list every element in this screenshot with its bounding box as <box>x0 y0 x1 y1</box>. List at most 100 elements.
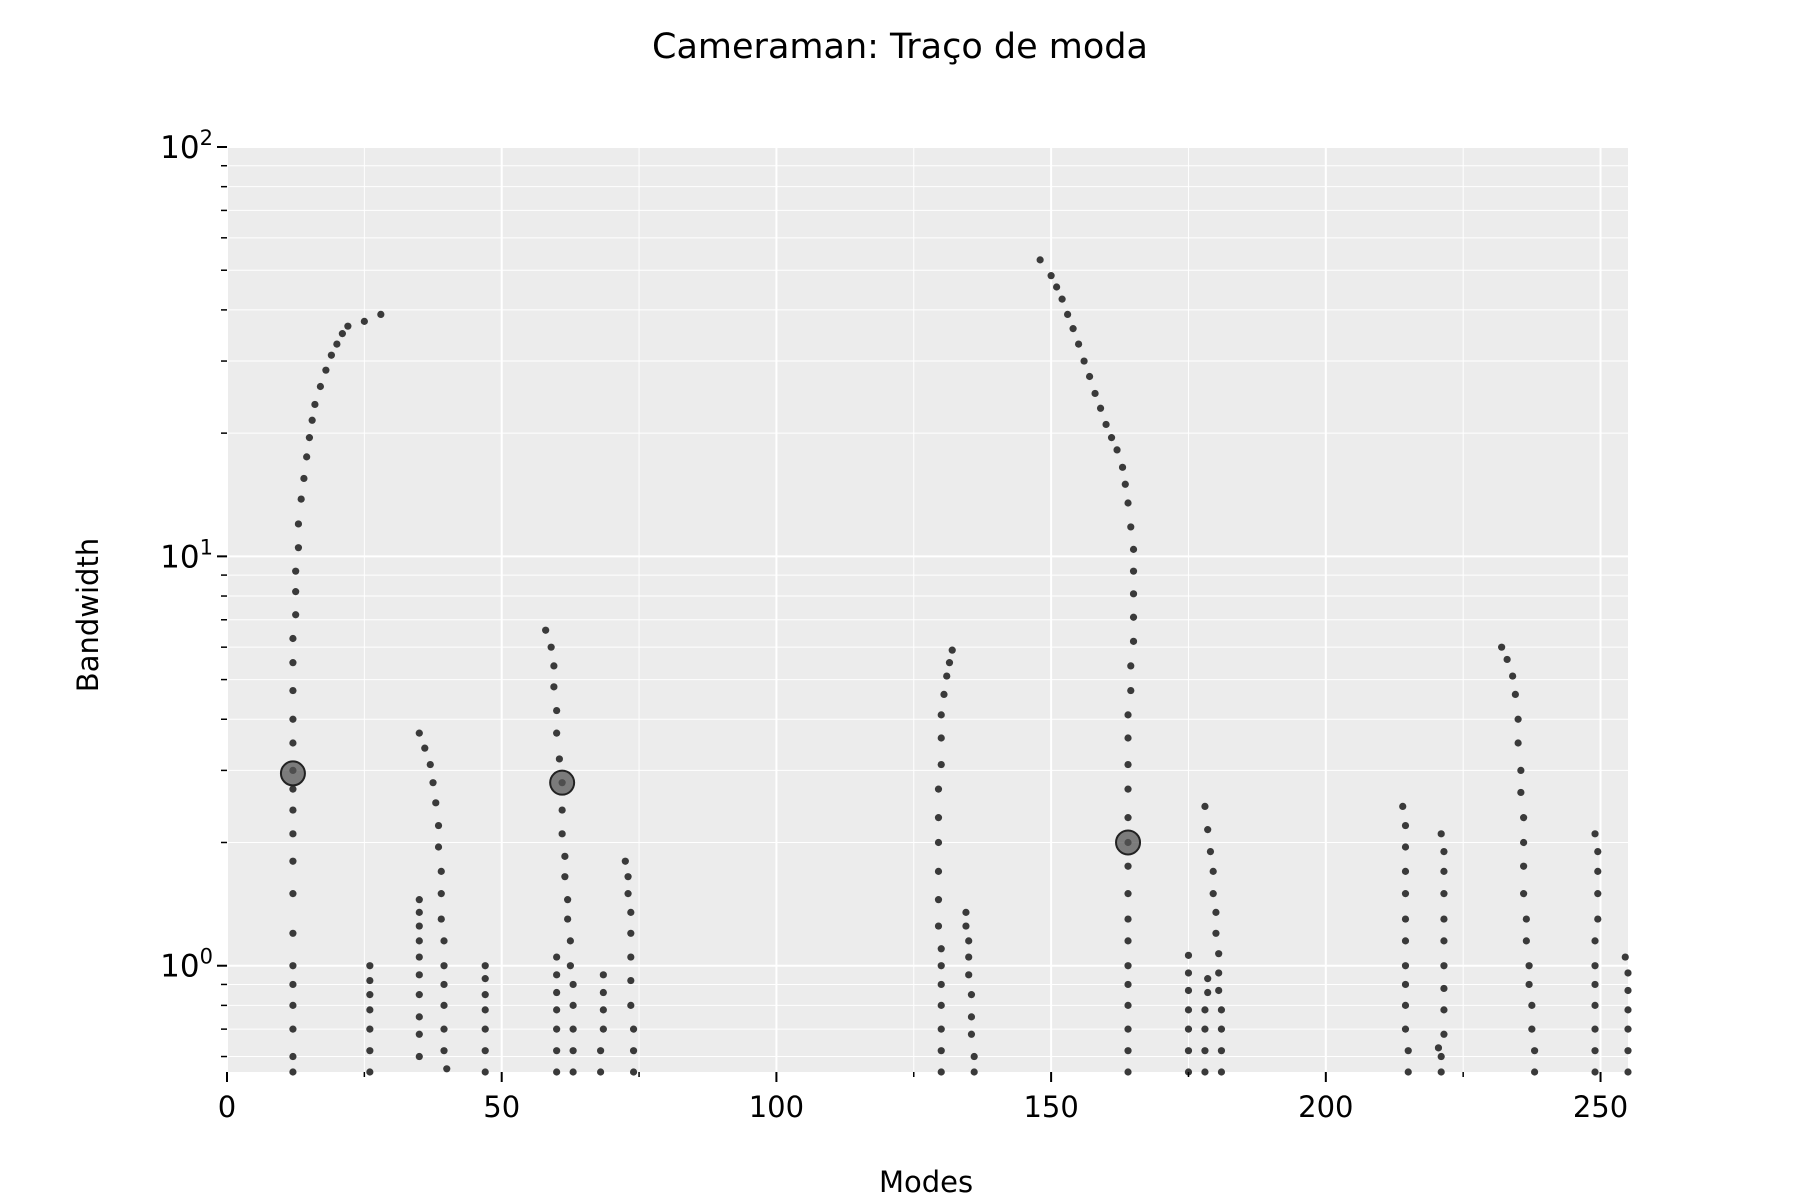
data-point <box>1531 1068 1539 1076</box>
data-point <box>962 908 970 916</box>
data-point <box>561 852 569 860</box>
data-point <box>1047 272 1055 280</box>
data-point <box>294 520 303 528</box>
data-point <box>1124 1001 1132 1009</box>
data-point <box>440 1025 448 1033</box>
data-point <box>1184 951 1193 959</box>
data-point <box>377 310 385 319</box>
data-point <box>970 1052 978 1061</box>
data-point <box>415 971 423 979</box>
data-point <box>366 976 374 985</box>
data-point <box>415 922 423 930</box>
data-point <box>1528 1001 1536 1009</box>
data-point <box>1520 862 1528 870</box>
mode-highlight-marker <box>279 760 306 787</box>
mode-highlight-marker <box>549 769 576 796</box>
data-point <box>1127 686 1135 695</box>
axes: 0 50 100 150 200 250 100 101 102 <box>160 126 1628 1124</box>
data-point <box>366 991 374 999</box>
data-point <box>597 1047 605 1055</box>
data-point <box>1531 1047 1539 1055</box>
data-point <box>292 588 300 596</box>
data-point <box>1591 962 1599 970</box>
data-point <box>1118 463 1127 471</box>
data-point <box>1440 890 1448 898</box>
data-point <box>1440 915 1448 923</box>
data-point <box>627 908 635 916</box>
data-point <box>1404 1068 1412 1076</box>
data-point <box>481 991 489 999</box>
data-point <box>970 1068 978 1076</box>
data-point <box>1127 523 1135 531</box>
data-point <box>415 953 423 961</box>
data-point <box>1591 1047 1599 1055</box>
data-point <box>292 567 300 575</box>
data-point <box>629 1047 638 1055</box>
data-point <box>289 659 297 667</box>
x-tick-label: 100 <box>749 1090 804 1124</box>
data-point <box>1201 1047 1209 1055</box>
data-point <box>1440 962 1448 970</box>
plot-background <box>227 147 1628 1072</box>
data-point <box>1129 590 1138 598</box>
data-point <box>1440 867 1448 875</box>
data-point <box>629 1068 638 1076</box>
data-point <box>1085 372 1094 381</box>
data-point <box>1124 760 1132 769</box>
data-point <box>1401 867 1410 875</box>
data-point <box>366 1047 374 1055</box>
data-point <box>558 806 566 814</box>
data-point <box>550 662 558 670</box>
data-point <box>555 755 563 763</box>
data-point <box>1058 295 1066 303</box>
data-point <box>1404 1047 1412 1055</box>
data-point <box>1591 1068 1599 1076</box>
data-point <box>965 937 973 945</box>
data-point <box>1440 848 1448 856</box>
data-point <box>1064 310 1072 319</box>
data-point <box>289 785 297 793</box>
data-point <box>1509 672 1517 680</box>
data-point <box>1102 420 1110 429</box>
data-point <box>1124 814 1132 822</box>
data-point <box>934 785 943 793</box>
data-point <box>1184 1006 1193 1014</box>
data-point <box>1522 915 1530 923</box>
data-point <box>547 643 555 651</box>
data-point <box>1591 1025 1599 1033</box>
data-point <box>1124 711 1132 719</box>
data-point <box>627 976 635 985</box>
data-point <box>553 1068 561 1076</box>
data-point <box>1498 643 1506 651</box>
data-point <box>1124 1025 1132 1033</box>
data-point <box>940 690 948 699</box>
data-point <box>1520 838 1528 847</box>
x-tick-label: 200 <box>1298 1090 1353 1124</box>
data-point <box>1036 256 1044 264</box>
data-point <box>415 1030 423 1038</box>
data-point <box>1201 1025 1209 1033</box>
x-tick-label: 150 <box>1023 1090 1078 1124</box>
data-point <box>1514 715 1522 723</box>
data-point <box>1129 567 1138 575</box>
data-point <box>569 1068 577 1076</box>
data-point <box>937 980 945 989</box>
data-point <box>937 760 945 769</box>
data-point <box>599 1006 607 1014</box>
data-point <box>1621 953 1629 961</box>
data-point <box>366 1025 374 1033</box>
data-point <box>289 1001 297 1009</box>
x-axis-label: Modes <box>879 1165 973 1199</box>
data-point <box>294 544 303 552</box>
data-point <box>1201 1068 1209 1076</box>
data-point <box>1217 1047 1226 1055</box>
data-point <box>965 971 973 979</box>
data-point <box>1594 848 1602 856</box>
data-point <box>1215 986 1223 995</box>
data-point <box>1201 802 1209 811</box>
mode-highlight-marker <box>1115 829 1142 856</box>
data-point <box>1201 1006 1209 1014</box>
data-point <box>300 474 308 483</box>
data-point <box>289 715 297 723</box>
